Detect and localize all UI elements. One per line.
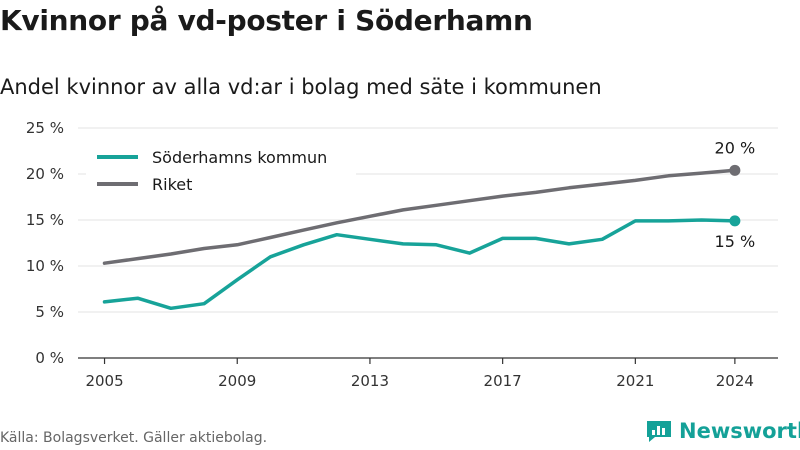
legend-background	[86, 140, 356, 202]
series-line	[102, 168, 737, 265]
y-tick-label: 5 %	[35, 303, 64, 321]
chart-subtitle: Andel kvinnor av alla vd:ar i bolag med …	[0, 75, 602, 99]
legend-label: Riket	[152, 175, 192, 194]
newsworthy-logo: Newsworthy	[645, 419, 800, 443]
brand-name: Newsworthy	[679, 419, 800, 443]
newsworthy-logo-icon	[647, 421, 671, 442]
y-tick-label: 10 %	[26, 257, 64, 275]
legend-label: Söderhamns kommun	[152, 148, 327, 167]
series-end-point	[729, 215, 741, 227]
series-line	[102, 218, 737, 311]
end-points: 20 % 15 %	[715, 138, 756, 251]
x-tick-label: 2021	[616, 372, 654, 390]
x-tick-label: 2024	[716, 372, 754, 390]
end-value-label: 20 %	[715, 138, 756, 157]
x-axis: 2005 2009 2013 2017 2021 2024	[85, 358, 754, 390]
x-tick-label: 2005	[85, 372, 123, 390]
chart-title: Kvinnor på vd-poster i Söderhamn	[0, 4, 533, 37]
x-tick-label: 2017	[484, 372, 522, 390]
x-tick-label: 2013	[351, 372, 389, 390]
legend: Söderhamns kommun Riket	[86, 140, 356, 202]
source-note: Källa: Bolagsverket. Gäller aktiebolag.	[0, 430, 268, 446]
y-tick-label: 20 %	[26, 165, 64, 183]
line-chart: 2005 2009 2013 2017 2021 2024 0 %5 %10 %15 %2…	[26, 119, 778, 390]
y-tick-label: 15 %	[26, 211, 64, 229]
y-tick-label: 25 %	[26, 119, 64, 137]
x-tick-label: 2009	[218, 372, 256, 390]
series-end-point	[729, 164, 741, 176]
y-axis: 0 % 5 % 10 % 15 % 20 % 25 %	[26, 119, 64, 367]
y-tick-label: 0 %	[35, 349, 64, 367]
end-value-label: 15 %	[715, 232, 756, 251]
series-lines	[102, 168, 737, 311]
